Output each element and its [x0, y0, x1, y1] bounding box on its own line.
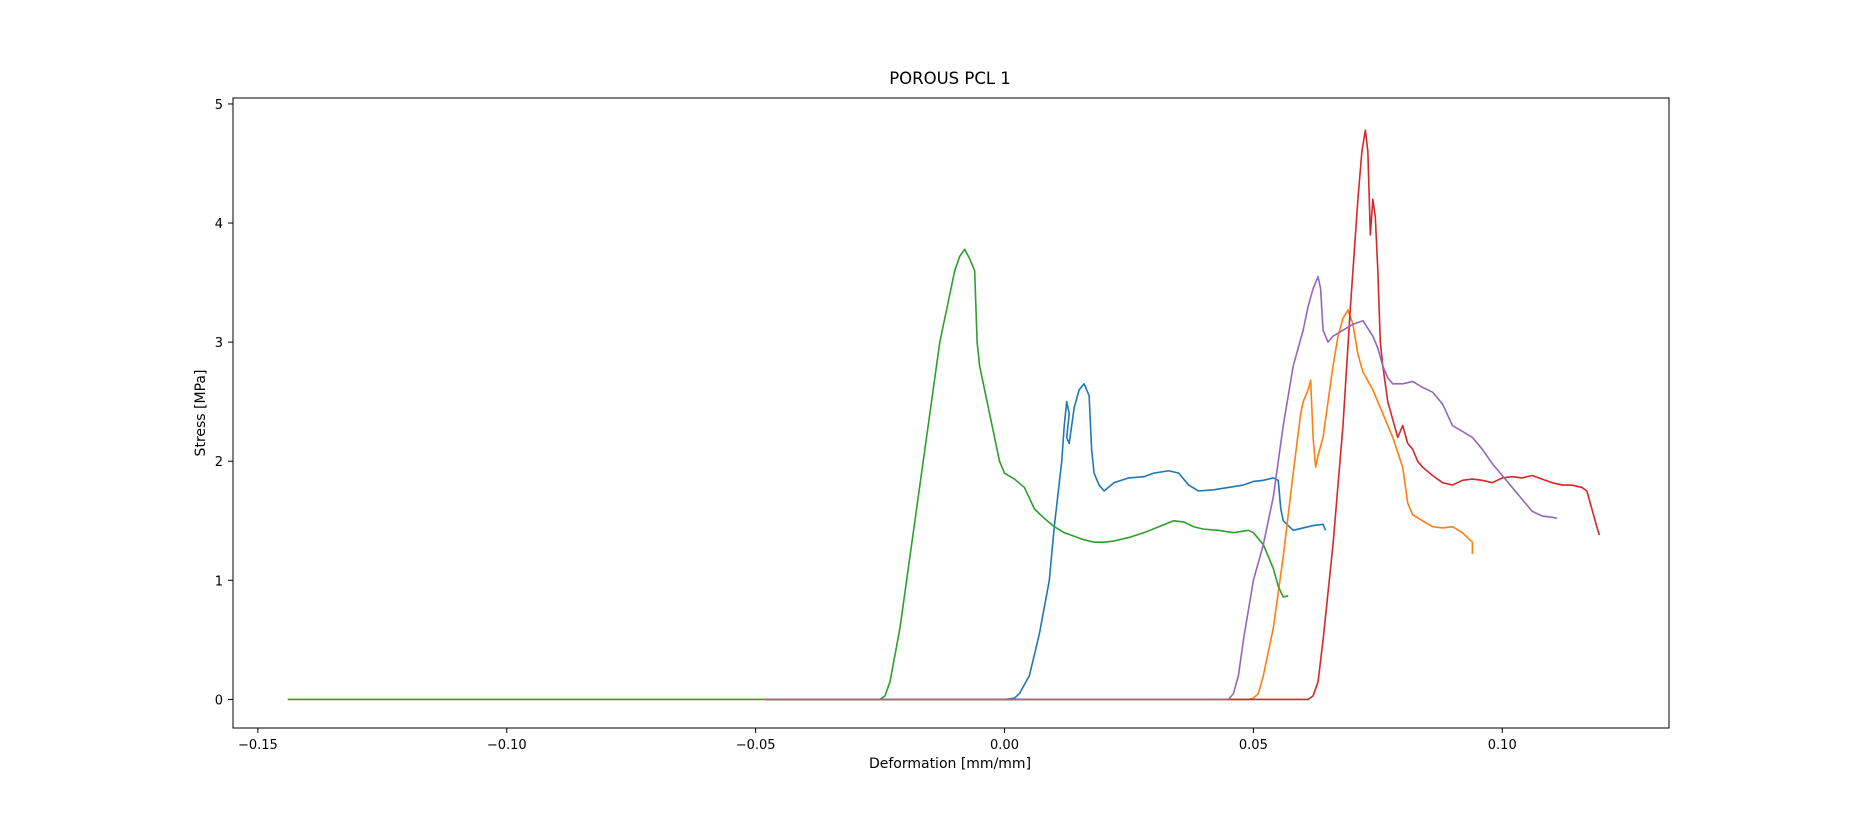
x-tick-label: 0.10 [1488, 738, 1517, 753]
y-tick-label: 4 [215, 217, 223, 232]
y-tick-label: 5 [215, 98, 223, 113]
series-line-1 [765, 383, 1327, 701]
y-tick-label: 1 [215, 574, 223, 589]
series-line-5 [765, 275, 1558, 701]
series-line-2 [765, 309, 1474, 701]
series-line-3 [287, 248, 1289, 701]
series-layer [287, 129, 1601, 701]
y-axis: 0 1 2 3 4 5 [215, 98, 233, 708]
y-tick-label: 3 [215, 336, 223, 351]
x-tick-label: −0.15 [238, 738, 278, 753]
plot-frame [232, 97, 1670, 729]
plot-area: −0.15 −0.10 −0.05 0.00 0.05 0.10 0 1 2 3 4 5 [215, 97, 1670, 753]
x-axis-label: Deformation [mm/mm] [869, 756, 1031, 772]
x-tick-label: 0.05 [1239, 738, 1268, 753]
y-tick-label: 0 [215, 693, 223, 708]
y-axis-label: Stress [MPa] [193, 370, 209, 457]
chart-title: POROUS PCL 1 [889, 69, 1011, 88]
x-tick-label: 0.00 [990, 738, 1019, 753]
x-tick-label: −0.10 [487, 738, 527, 753]
y-tick-label: 2 [215, 455, 223, 470]
x-axis: −0.15 −0.10 −0.05 0.00 0.05 0.10 [238, 728, 1517, 753]
x-tick-label: −0.05 [736, 738, 776, 753]
series-line-4 [765, 129, 1601, 701]
